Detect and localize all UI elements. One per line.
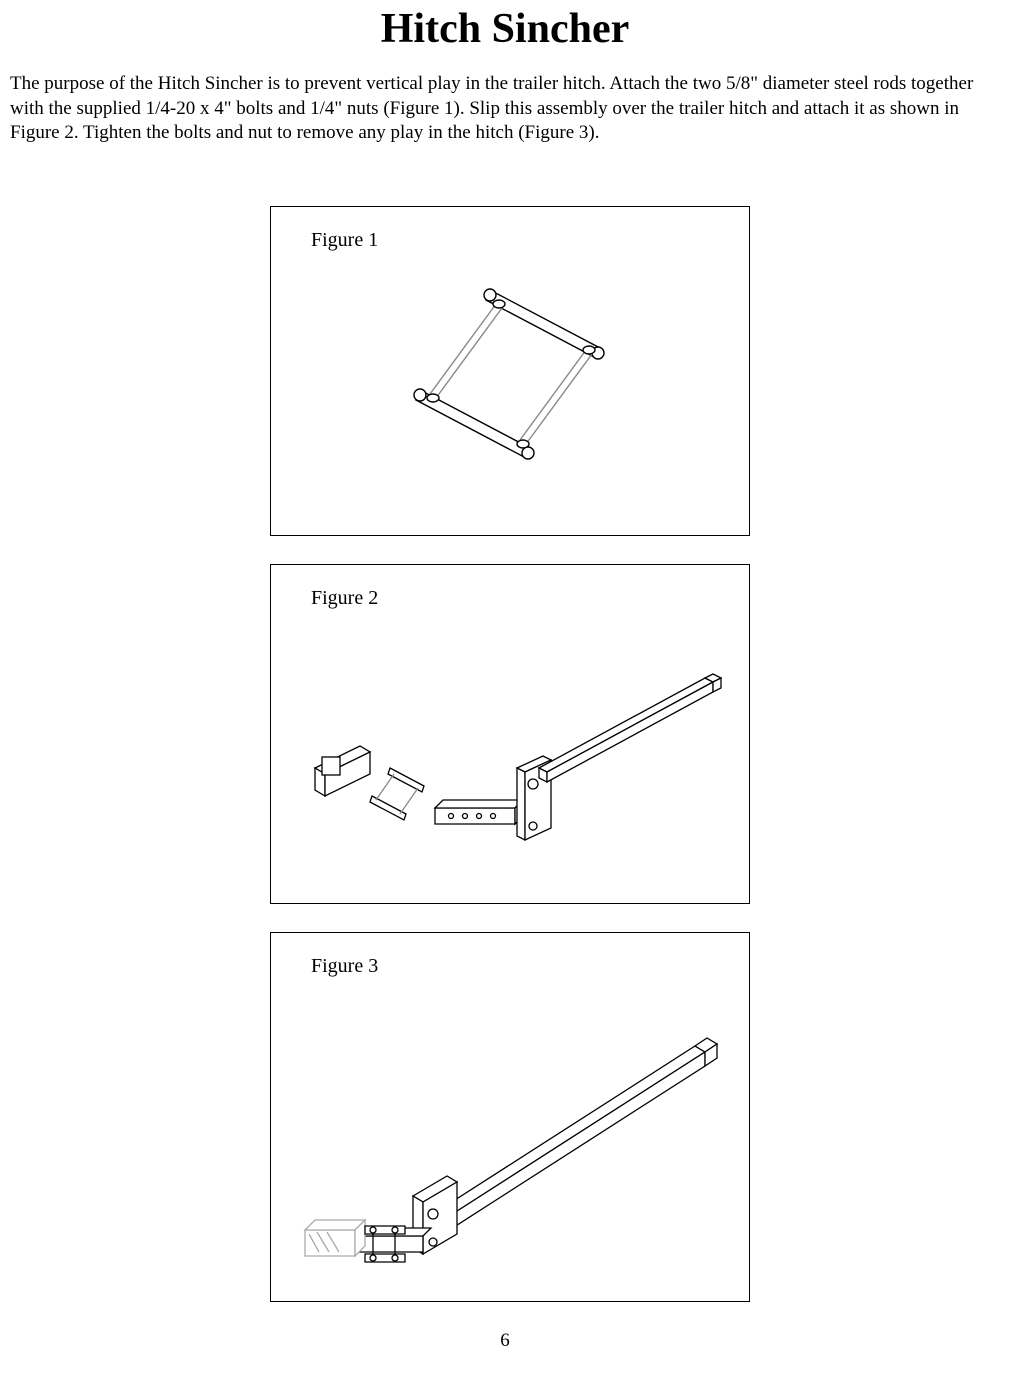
intro-paragraph: The purpose of the Hitch Sincher is to p… — [10, 72, 1000, 146]
figure-2-box: Figure 2 — [270, 564, 750, 904]
figure-1-label: Figure 1 — [311, 229, 727, 252]
figure-3-label: Figure 3 — [311, 955, 727, 978]
page-title: Hitch Sincher — [10, 5, 1000, 53]
figure-2-label: Figure 2 — [311, 587, 727, 610]
figure-2-diagram — [295, 618, 725, 878]
figure-1-box: Figure 1 — [270, 206, 750, 536]
figure-1-diagram — [380, 260, 640, 490]
page-number: 6 — [10, 1330, 1000, 1352]
figure-3-diagram — [295, 986, 725, 1286]
figure-3-box: Figure 3 — [270, 932, 750, 1302]
figures-container: Figure 1 — [270, 206, 1000, 1302]
